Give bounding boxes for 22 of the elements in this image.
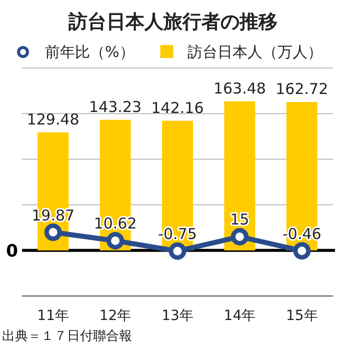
point [168,242,186,260]
chart-title: 訪台日本人旅行者の推移 [68,11,278,33]
x-tick-label: 12年 [99,308,132,324]
data-label: 15 [230,210,250,229]
x-tick-label: 13年 [162,308,194,324]
source-note: 出典＝１７日付聯合報 [2,329,132,344]
data-label: 163.48 [213,79,266,98]
legend-label: 前年比（%） [45,43,134,61]
point [230,228,248,246]
point [293,242,311,260]
ref-line-label: 0 [6,241,18,262]
point [106,232,124,250]
x-tick-label: 15年 [286,308,318,324]
bar [224,101,256,250]
data-label: 142.16 [151,98,204,117]
x-tick-label: 11年 [37,308,70,324]
legend-label: 訪台日本人（万人） [187,43,322,61]
data-label: 143.23 [89,98,142,116]
data-label: 129.48 [26,110,80,128]
x-tick-label: 14年 [224,308,256,324]
point [44,224,62,242]
data-label: 162.72 [276,80,328,98]
